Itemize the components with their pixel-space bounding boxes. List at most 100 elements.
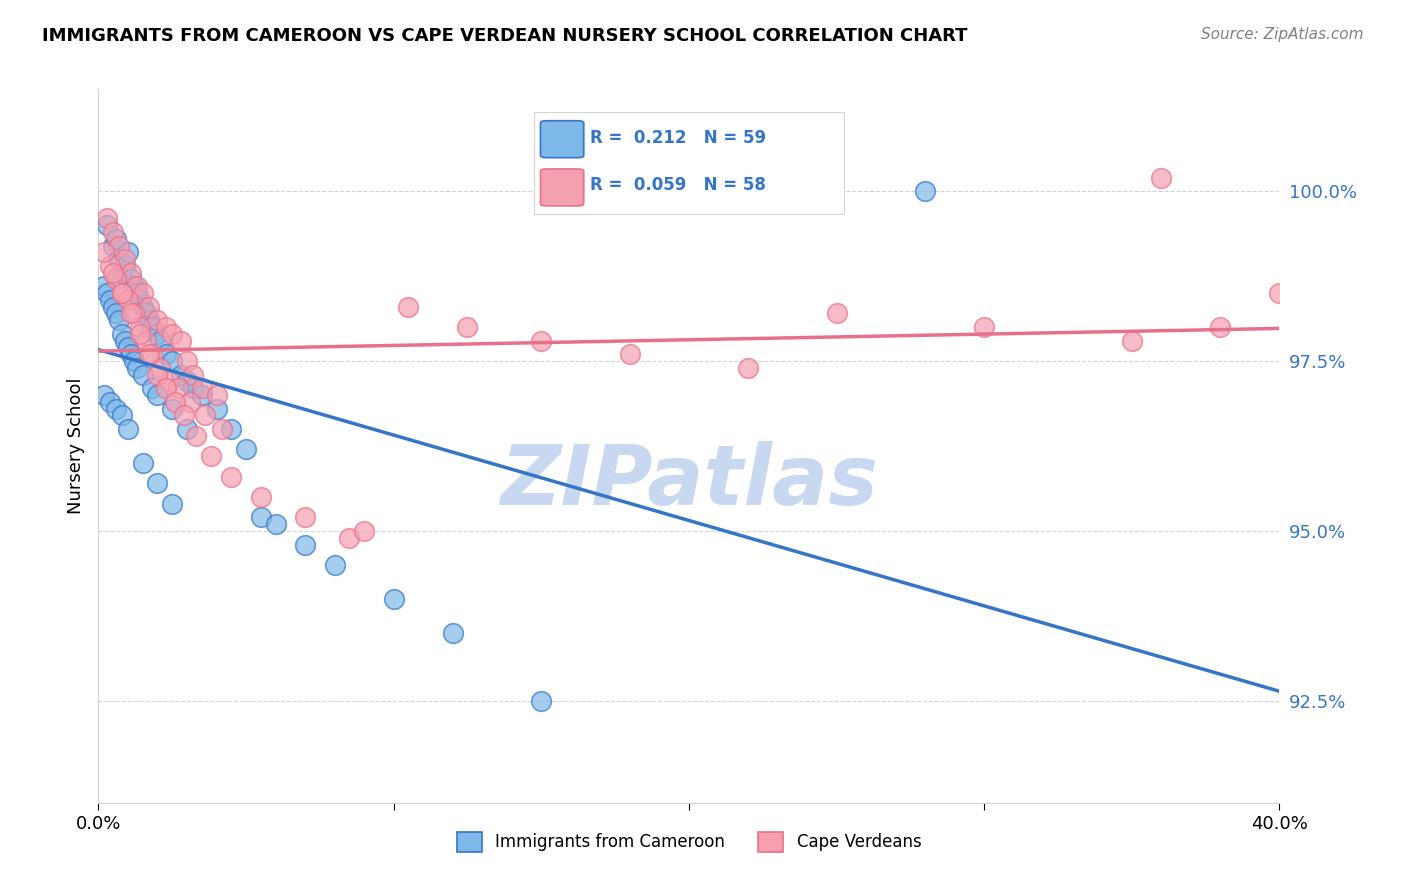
Point bbox=[125, 286, 148, 301]
Point bbox=[173, 409, 195, 423]
Point bbox=[103, 225, 125, 239]
Point bbox=[141, 320, 163, 334]
Point bbox=[135, 334, 157, 348]
Point bbox=[128, 320, 150, 334]
Point bbox=[250, 510, 273, 524]
Point bbox=[141, 347, 163, 361]
Point bbox=[914, 184, 936, 198]
Point bbox=[98, 394, 121, 409]
Point bbox=[125, 360, 148, 375]
Point bbox=[114, 334, 136, 348]
Point bbox=[149, 334, 172, 348]
Point bbox=[138, 313, 160, 327]
Point bbox=[141, 381, 163, 395]
Point bbox=[179, 394, 201, 409]
Point bbox=[176, 422, 198, 436]
Point bbox=[120, 347, 142, 361]
Point bbox=[162, 354, 183, 368]
Point bbox=[825, 306, 848, 320]
Point bbox=[111, 286, 134, 301]
Point bbox=[117, 341, 139, 355]
Point bbox=[382, 591, 405, 606]
Point bbox=[165, 394, 187, 409]
Point bbox=[93, 245, 115, 260]
Point bbox=[98, 259, 121, 273]
Point bbox=[176, 354, 198, 368]
Point bbox=[132, 286, 155, 301]
Point bbox=[1209, 320, 1232, 334]
Point bbox=[122, 279, 145, 293]
Point bbox=[98, 293, 121, 307]
Point bbox=[737, 360, 759, 375]
Point bbox=[120, 306, 142, 320]
Point bbox=[93, 388, 115, 402]
Point bbox=[157, 375, 180, 389]
Point bbox=[264, 517, 287, 532]
Point bbox=[170, 368, 193, 382]
Point bbox=[108, 252, 131, 266]
Y-axis label: Nursery School: Nursery School bbox=[66, 377, 84, 515]
Point bbox=[108, 238, 131, 252]
Point bbox=[181, 368, 204, 382]
Point bbox=[117, 245, 139, 260]
Point bbox=[114, 259, 136, 273]
Point bbox=[155, 381, 177, 395]
Point bbox=[162, 401, 183, 416]
Point bbox=[96, 218, 118, 232]
Point bbox=[339, 531, 361, 545]
Point bbox=[191, 381, 214, 395]
Point bbox=[619, 347, 641, 361]
Point bbox=[105, 401, 128, 416]
Point bbox=[235, 442, 257, 457]
Point bbox=[167, 381, 190, 395]
Point bbox=[111, 409, 134, 423]
FancyBboxPatch shape bbox=[540, 169, 583, 206]
Point bbox=[111, 326, 134, 341]
Point bbox=[191, 388, 214, 402]
Point bbox=[105, 232, 128, 246]
Point bbox=[973, 320, 995, 334]
Legend: Immigrants from Cameroon, Cape Verdeans: Immigrants from Cameroon, Cape Verdeans bbox=[450, 825, 928, 859]
Point bbox=[170, 334, 193, 348]
Point bbox=[103, 266, 125, 280]
Point bbox=[205, 401, 228, 416]
Point bbox=[149, 360, 172, 375]
Point bbox=[108, 313, 131, 327]
Point bbox=[205, 388, 228, 402]
Point bbox=[96, 211, 118, 226]
Point bbox=[146, 476, 169, 491]
Point bbox=[155, 320, 177, 334]
Point bbox=[105, 306, 128, 320]
Point bbox=[138, 347, 160, 361]
FancyBboxPatch shape bbox=[540, 120, 583, 158]
Point bbox=[103, 238, 125, 252]
Point bbox=[530, 694, 553, 708]
Point bbox=[120, 272, 142, 286]
Point bbox=[353, 524, 375, 538]
Point bbox=[122, 354, 145, 368]
Point bbox=[105, 272, 128, 286]
Point bbox=[398, 300, 420, 314]
Point bbox=[181, 381, 204, 395]
Point bbox=[117, 422, 139, 436]
Point bbox=[1150, 170, 1173, 185]
Point bbox=[96, 286, 118, 301]
Point bbox=[103, 300, 125, 314]
Point bbox=[132, 368, 155, 382]
Point bbox=[162, 497, 183, 511]
Point bbox=[221, 469, 243, 483]
Text: R =  0.059   N = 58: R = 0.059 N = 58 bbox=[591, 177, 766, 194]
Point bbox=[132, 456, 155, 470]
Point bbox=[221, 422, 243, 436]
Point bbox=[128, 326, 150, 341]
Point bbox=[128, 293, 150, 307]
Point bbox=[176, 375, 198, 389]
Point bbox=[146, 313, 169, 327]
Point bbox=[294, 537, 316, 551]
Point bbox=[1121, 334, 1143, 348]
Point bbox=[146, 326, 169, 341]
Point bbox=[146, 388, 169, 402]
Point bbox=[122, 306, 145, 320]
Point bbox=[441, 626, 464, 640]
Point bbox=[162, 326, 183, 341]
